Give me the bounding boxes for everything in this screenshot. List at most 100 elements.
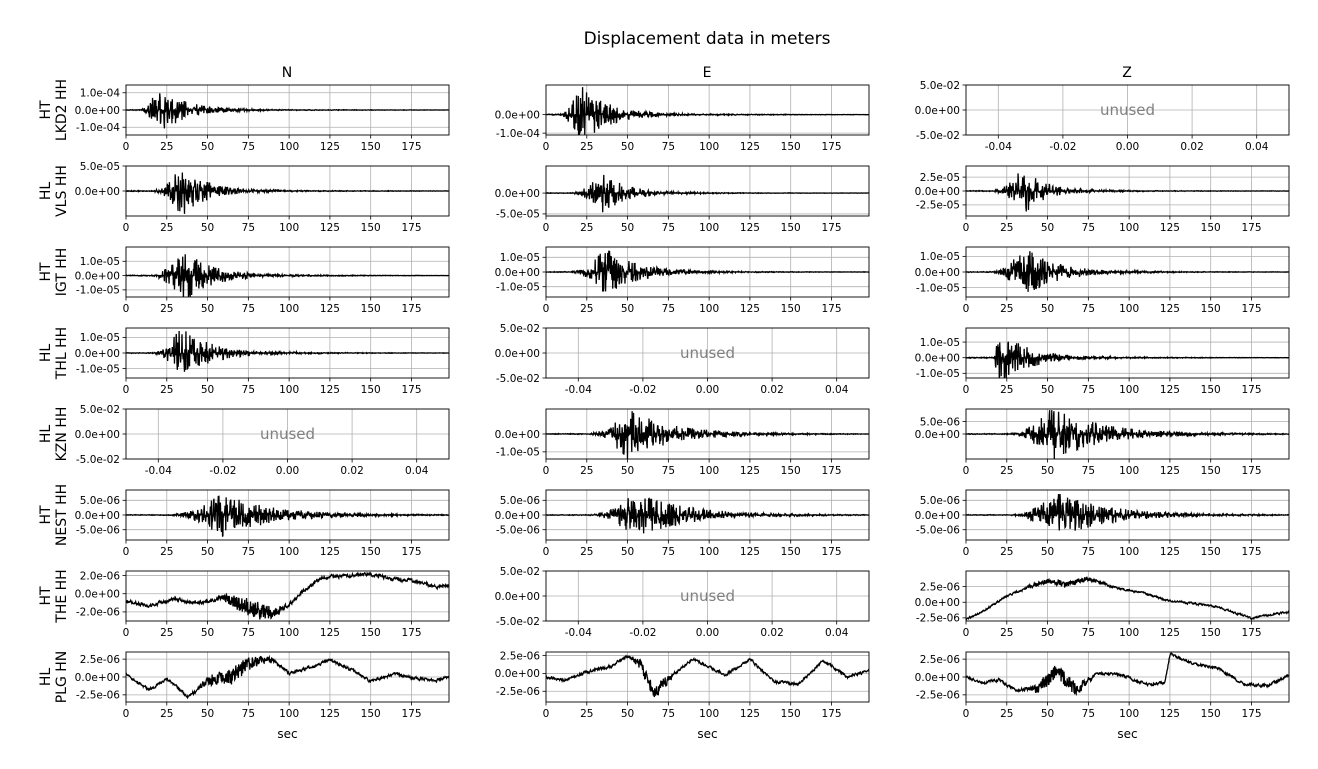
panel-frame xyxy=(965,408,1290,460)
tick-label-y: 5.0e-06 xyxy=(500,495,541,507)
panel-lkd2-hh-z: -0.04 -0.02 0.00 0.02 0.04 5.0e-02 0.0e+00 -5.0… xyxy=(915,80,1290,153)
tick-label-x: 25 xyxy=(1000,222,1013,234)
series-trace xyxy=(126,254,449,297)
tick-label-y: -2.0e-06 xyxy=(76,607,120,619)
panel-plg-hn-z: 0 25 50 75 100 125 150 175 2.5e-06 0.0e+00 -2.5e-0… xyxy=(915,651,1290,741)
tick-label-x: 0.02 xyxy=(760,627,783,639)
station-name: THE HH xyxy=(54,569,70,623)
tick-label-x: 75 xyxy=(1082,465,1095,477)
tick-label-y: -1.0e-05 xyxy=(916,368,960,380)
tick-label-y: 0.0e+00 xyxy=(495,348,540,360)
tick-label-x: 75 xyxy=(1082,303,1095,315)
tick-label-y: 0.0e+00 xyxy=(915,352,960,364)
panel-vls-hh-e: 0 25 50 75 100 125 150 175 0.0e+00 -5.0e-05 xyxy=(495,165,870,234)
tick-label-x: 75 xyxy=(242,222,255,234)
tick-label-y: 0.0e+00 xyxy=(75,429,120,441)
tick-label-x: 75 xyxy=(662,222,675,234)
tick-label-x: 125 xyxy=(1160,222,1180,234)
series-trace xyxy=(966,576,1289,621)
tick-label-x: 125 xyxy=(1160,384,1180,396)
tick-label-x: 0.02 xyxy=(760,384,783,396)
panel-frame xyxy=(965,84,1290,136)
tick-label-x: 75 xyxy=(662,708,675,720)
tick-label-y: 5.0e-02 xyxy=(920,80,960,92)
tick-label-x: 25 xyxy=(160,222,173,234)
tick-label-x: 100 xyxy=(279,546,299,558)
panel-frame xyxy=(545,570,870,622)
tick-label-x: 50 xyxy=(1041,384,1054,396)
tick-label-x: 125 xyxy=(1160,627,1180,639)
station-name: THL HH xyxy=(54,327,70,380)
tick-label-x: 175 xyxy=(401,546,421,558)
tick-label-x: 0 xyxy=(963,546,970,558)
tick-label-x: 175 xyxy=(1241,546,1261,558)
station-label: HLPLG HN xyxy=(38,651,70,704)
tick-label-x: 50 xyxy=(201,141,214,153)
tick-label-x: 50 xyxy=(621,222,634,234)
panel-frame xyxy=(965,165,1290,217)
tick-label-x: 25 xyxy=(580,465,593,477)
tick-label-x: 175 xyxy=(401,141,421,153)
station-name: LKD2 HH xyxy=(54,79,70,141)
panel-nest-hh-n: 0 25 50 75 100 125 150 175 5.0e-06 0.0e+00 -5.0e-0… xyxy=(75,489,450,558)
tick-label-y: 0.0e+00 xyxy=(75,270,120,282)
tick-label-x: 50 xyxy=(1041,465,1054,477)
tick-label-y: -5.0e-02 xyxy=(76,454,120,466)
tick-label-y: 1.0e-05 xyxy=(80,332,120,344)
tick-label-y: 2.5e-06 xyxy=(920,654,961,666)
tick-label-x: 125 xyxy=(1160,708,1180,720)
tick-label-x: 100 xyxy=(699,465,719,477)
column-title-e: E xyxy=(703,65,712,81)
column-title-n: N xyxy=(282,65,292,81)
tick-label-x: 125 xyxy=(740,546,760,558)
tick-label-x: 175 xyxy=(401,708,421,720)
series-trace xyxy=(966,493,1289,531)
tick-label-x: 75 xyxy=(1082,384,1095,396)
tick-label-x: 50 xyxy=(621,303,634,315)
tick-label-x: 0.00 xyxy=(696,627,719,639)
tick-label-x: 0.04 xyxy=(405,465,429,477)
tick-label-x: 175 xyxy=(821,465,841,477)
panel-kzn-hh-z: 0 25 50 75 100 125 150 175 5.0e-060.0e+00 xyxy=(915,408,1290,477)
tick-label-x: 175 xyxy=(1241,627,1261,639)
tick-label-x: 150 xyxy=(1201,627,1221,639)
tick-label-x: 125 xyxy=(1160,465,1180,477)
tick-label-x: 0 xyxy=(543,546,550,558)
tick-label-y: -5.0e-02 xyxy=(496,616,540,628)
tick-label-y: -2.5e-06 xyxy=(496,686,540,698)
tick-label-x: 25 xyxy=(1000,546,1013,558)
tick-label-y: 0.0e+00 xyxy=(495,429,540,441)
series-trace xyxy=(546,174,869,213)
tick-label-x: -0.02 xyxy=(209,465,236,477)
panel-frame xyxy=(545,408,870,460)
tick-label-y: 2.5e-05 xyxy=(920,172,960,184)
tick-label-y: 0.0e+00 xyxy=(915,597,960,609)
series-trace xyxy=(966,410,1289,459)
station-name: KZN HH xyxy=(54,407,70,462)
station-label: HLKZN HH xyxy=(38,407,70,462)
tick-label-x: 150 xyxy=(361,546,381,558)
tick-label-y: -1.0e-05 xyxy=(916,282,960,294)
tick-label-x: 175 xyxy=(1241,222,1261,234)
tick-label-x: 0 xyxy=(963,465,970,477)
series-trace xyxy=(126,331,449,372)
tick-label-x: 100 xyxy=(279,303,299,315)
tick-label-x: 75 xyxy=(1082,708,1095,720)
panel-thl-hh-n: 0 25 50 75 100 125 150 175 1.0e-05 0.0e+00 -1.0e-0… xyxy=(75,327,450,396)
series-trace xyxy=(966,173,1289,212)
tick-label-y: -5.0e-02 xyxy=(916,130,960,142)
tick-label-x: 75 xyxy=(662,141,675,153)
tick-label-x: 25 xyxy=(580,222,593,234)
tick-label-x: 75 xyxy=(242,627,255,639)
tick-label-x: 25 xyxy=(160,627,173,639)
column-title-z: Z xyxy=(1122,65,1132,81)
unused-label: unused xyxy=(680,344,735,362)
tick-label-x: 100 xyxy=(279,708,299,720)
tick-label-y: 2.0e-06 xyxy=(80,570,121,582)
panel-vls-hh-n: 0 25 50 75 100 125 150 175 5.0e-05 0.0e+00 xyxy=(75,161,450,234)
tick-label-x: 0.02 xyxy=(1180,141,1203,153)
tick-label-x: 100 xyxy=(279,384,299,396)
tick-label-x: 50 xyxy=(1041,303,1054,315)
tick-label-x: 0 xyxy=(123,708,130,720)
